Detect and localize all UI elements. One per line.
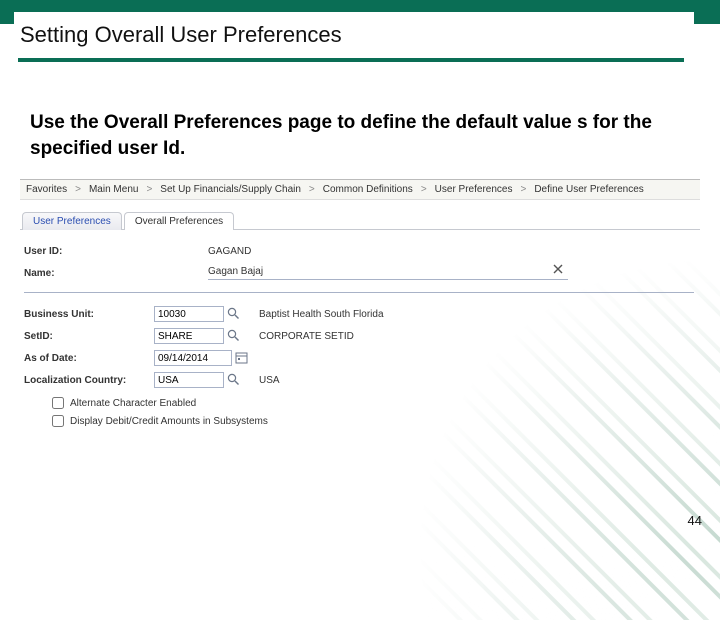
breadcrumb-item-common-defs[interactable]: Common Definitions	[323, 184, 413, 195]
row-display-dc: Display Debit/Credit Amounts in Subsyste…	[24, 415, 696, 427]
value-user-id: GAGAND	[208, 246, 251, 257]
magnifier-icon[interactable]	[227, 307, 241, 321]
title-block: Setting Overall User Preferences	[14, 12, 694, 74]
field-name: Gagan Bajaj	[208, 266, 568, 280]
slide-header: Setting Overall User Preferences	[0, 0, 720, 62]
tab-strip: User Preferences Overall Preferences	[20, 212, 700, 230]
row-alt-char: Alternate Character Enabled	[24, 397, 696, 409]
breadcrumb-item-favorites[interactable]: Favorites	[26, 184, 67, 195]
magnifier-icon[interactable]	[227, 373, 241, 387]
form-area: User ID: GAGAND Name: Gagan Bajaj Busine…	[20, 230, 700, 433]
tab-overall-preferences[interactable]: Overall Preferences	[124, 212, 234, 230]
app-screenshot: Favorites > Main Menu > Set Up Financial…	[20, 179, 700, 433]
breadcrumb-separator: >	[421, 184, 427, 195]
row-localization-country: Localization Country: USA	[24, 369, 696, 391]
row-set-id: SetID: CORPORATE SETID	[24, 325, 696, 347]
breadcrumb-item-define-user-prefs[interactable]: Define User Preferences	[534, 184, 644, 195]
label-as-of-date: As of Date:	[24, 353, 154, 364]
breadcrumb-separator: >	[75, 184, 81, 195]
page-number: 44	[688, 513, 702, 528]
checkbox-display-dc[interactable]	[52, 415, 64, 427]
clear-icon[interactable]	[552, 263, 566, 277]
input-as-of-date[interactable]	[154, 350, 232, 366]
row-as-of-date: As of Date:	[24, 347, 696, 369]
input-set-id[interactable]	[154, 328, 224, 344]
label-alt-char: Alternate Character Enabled	[70, 398, 196, 409]
desc-business-unit: Baptist Health South Florida	[259, 309, 384, 320]
label-user-id: User ID:	[24, 246, 154, 257]
section-divider	[24, 292, 694, 293]
label-loc-country: Localization Country:	[24, 375, 154, 386]
tab-user-preferences[interactable]: User Preferences	[22, 212, 122, 230]
checkbox-alt-char[interactable]	[52, 397, 64, 409]
input-business-unit[interactable]	[154, 306, 224, 322]
label-set-id: SetID:	[24, 331, 154, 342]
calendar-icon[interactable]	[235, 351, 249, 365]
row-user-id: User ID: GAGAND	[24, 240, 696, 262]
breadcrumb-separator: >	[309, 184, 315, 195]
breadcrumb: Favorites > Main Menu > Set Up Financial…	[20, 180, 700, 200]
slide-lead-text: Use the Overall Preferences page to defi…	[30, 110, 692, 161]
desc-loc-country: USA	[259, 375, 280, 386]
breadcrumb-item-user-prefs[interactable]: User Preferences	[435, 184, 513, 195]
breadcrumb-item-main-menu[interactable]: Main Menu	[89, 184, 138, 195]
desc-set-id: CORPORATE SETID	[259, 331, 354, 342]
breadcrumb-item-setup-fscm[interactable]: Set Up Financials/Supply Chain	[160, 184, 301, 195]
breadcrumb-separator: >	[146, 184, 152, 195]
breadcrumb-separator: >	[520, 184, 526, 195]
label-business-unit: Business Unit:	[24, 309, 154, 320]
title-underline	[18, 58, 684, 62]
value-name: Gagan Bajaj	[208, 266, 263, 277]
row-name: Name: Gagan Bajaj	[24, 262, 696, 284]
input-loc-country[interactable]	[154, 372, 224, 388]
slide-title: Setting Overall User Preferences	[18, 18, 684, 58]
label-display-dc: Display Debit/Credit Amounts in Subsyste…	[70, 416, 268, 427]
label-name: Name:	[24, 268, 154, 279]
row-business-unit: Business Unit: Baptist Health South Flor…	[24, 303, 696, 325]
magnifier-icon[interactable]	[227, 329, 241, 343]
